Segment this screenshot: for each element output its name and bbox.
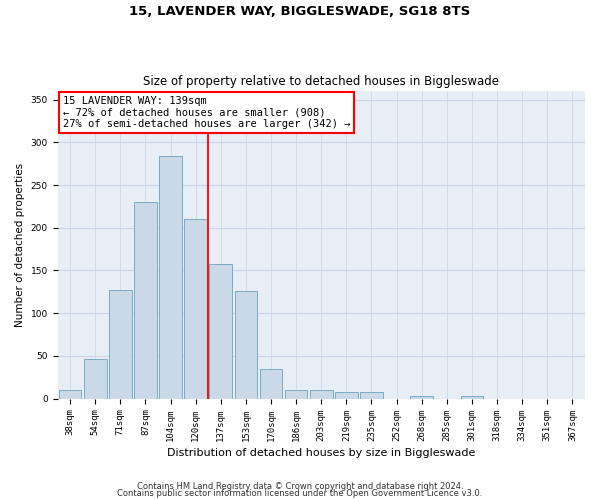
Y-axis label: Number of detached properties: Number of detached properties — [15, 163, 25, 327]
Bar — [109, 290, 131, 399]
Bar — [209, 264, 232, 398]
Text: 15, LAVENDER WAY, BIGGLESWADE, SG18 8TS: 15, LAVENDER WAY, BIGGLESWADE, SG18 8TS — [130, 5, 470, 18]
Bar — [310, 390, 332, 398]
Bar — [134, 202, 157, 398]
Bar — [159, 156, 182, 398]
Bar — [461, 396, 483, 398]
Bar — [285, 390, 307, 398]
Bar — [360, 392, 383, 398]
Text: Contains HM Land Registry data © Crown copyright and database right 2024.: Contains HM Land Registry data © Crown c… — [137, 482, 463, 491]
Text: 15 LAVENDER WAY: 139sqm
← 72% of detached houses are smaller (908)
27% of semi-d: 15 LAVENDER WAY: 139sqm ← 72% of detache… — [63, 96, 350, 129]
Bar — [410, 396, 433, 398]
X-axis label: Distribution of detached houses by size in Biggleswade: Distribution of detached houses by size … — [167, 448, 475, 458]
Bar — [84, 360, 107, 399]
Title: Size of property relative to detached houses in Biggleswade: Size of property relative to detached ho… — [143, 76, 499, 88]
Bar — [260, 368, 283, 398]
Bar — [335, 392, 358, 398]
Bar — [184, 219, 207, 398]
Bar — [235, 291, 257, 399]
Text: Contains public sector information licensed under the Open Government Licence v3: Contains public sector information licen… — [118, 490, 482, 498]
Bar — [59, 390, 82, 398]
